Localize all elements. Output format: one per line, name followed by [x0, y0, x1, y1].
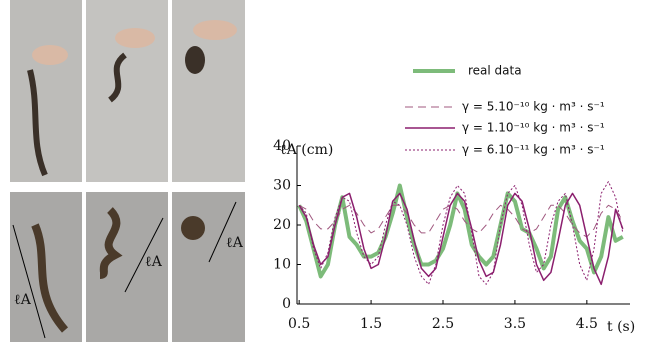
hand [193, 20, 237, 40]
photo [86, 0, 168, 182]
x-tick-label: 2.5 [432, 316, 454, 332]
x-tick-label: 1.5 [360, 316, 382, 332]
x-tick-label: 0.5 [288, 316, 310, 332]
braid [27, 69, 48, 177]
arrow [208, 201, 237, 263]
hand [115, 28, 155, 48]
photos: ℓA ℓA ℓA [10, 0, 245, 342]
braid [98, 207, 123, 279]
legend-label: γ = 5.10⁻¹⁰ kg · m³ · s⁻¹ [462, 100, 605, 114]
photo [172, 192, 245, 342]
photo-label: ℓA [145, 254, 163, 270]
x-tick-label: 3.5 [504, 316, 526, 332]
x-tick-label: 4.5 [576, 316, 598, 332]
braid [107, 52, 128, 103]
photo-label: ℓA [226, 235, 244, 251]
series-line [298, 181, 624, 285]
x-axis-label: t (s) [607, 319, 635, 335]
hand [32, 45, 68, 65]
legend-label: real data [468, 64, 522, 78]
braid [181, 216, 205, 240]
arrow [124, 217, 164, 293]
legend-label: γ = 6.10⁻¹¹ kg · m³ · s⁻¹ [462, 143, 605, 157]
photo [86, 192, 168, 342]
series-line [298, 192, 624, 286]
braid [31, 223, 69, 333]
y-tick-label: 0 [282, 296, 291, 312]
arrow [12, 224, 46, 339]
y-tick-label: 20 [273, 217, 291, 233]
y-tick-label: 40 [273, 138, 291, 154]
y-tick-label: 10 [273, 257, 291, 273]
y-axis-label: ℓA (cm) [280, 142, 333, 158]
photo [10, 0, 82, 182]
legend-label: γ = 1.10⁻¹⁰ kg · m³ · s⁻¹ [462, 121, 605, 135]
braid [185, 46, 205, 74]
series-line [297, 183, 624, 279]
y-tick-label: 30 [273, 178, 291, 194]
photo-label: ℓA [14, 292, 32, 308]
series-line [298, 204, 624, 238]
